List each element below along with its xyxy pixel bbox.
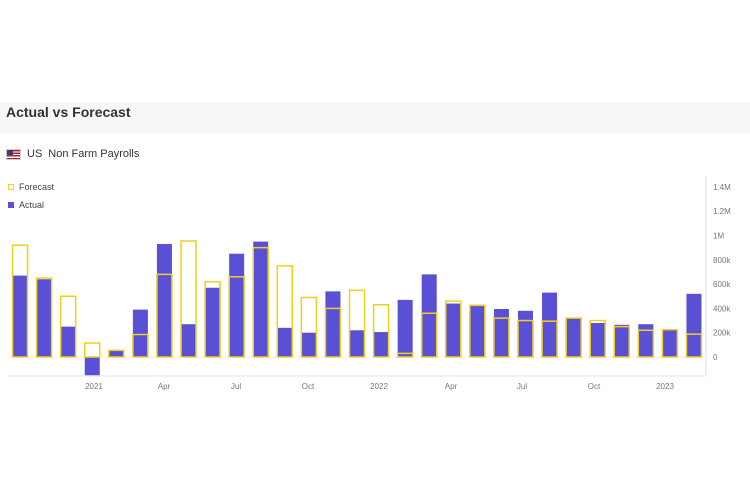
actual-bar xyxy=(397,299,413,357)
us-flag-icon xyxy=(6,148,21,160)
legend-label-forecast: Forecast xyxy=(19,182,55,192)
actual-bar xyxy=(662,329,678,357)
forecast-bar xyxy=(445,300,462,358)
actual-bar xyxy=(60,326,76,357)
forecast-bar xyxy=(372,304,390,358)
forecast-bar xyxy=(300,296,318,358)
forecast-bar xyxy=(59,295,77,358)
forecast-bar xyxy=(348,289,366,358)
x-tick-label: Oct xyxy=(302,382,315,391)
actual-bar xyxy=(205,287,221,357)
forecast-bar xyxy=(35,277,53,358)
forecast-bar xyxy=(589,319,606,358)
actual-bar xyxy=(12,275,28,357)
forecast-bar xyxy=(685,333,703,358)
actual-bar xyxy=(84,357,100,376)
x-tick-label: 2022 xyxy=(370,382,388,391)
forecast-bar xyxy=(565,317,582,358)
forecast-bar xyxy=(11,244,29,358)
forecast-bar xyxy=(324,307,342,358)
forecast-bar xyxy=(541,320,558,358)
actual-bar xyxy=(325,291,341,357)
actual-bar xyxy=(469,304,485,357)
y-tick-label: 1.4M xyxy=(713,183,731,192)
actual-bar xyxy=(566,318,582,357)
forecast-bar xyxy=(613,325,631,358)
actual-bar xyxy=(517,310,533,357)
actual-bar xyxy=(301,332,317,357)
actual-bar xyxy=(36,279,52,357)
legend-item-actual[interactable]: Actual xyxy=(8,198,54,212)
actual-swatch-icon xyxy=(8,202,14,208)
x-tick-label: Oct xyxy=(588,382,601,391)
forecast-bar xyxy=(83,342,101,358)
forecast-bar xyxy=(661,328,679,358)
indicator-name: Non Farm Payrolls xyxy=(48,148,140,160)
forecast-bar xyxy=(469,304,486,358)
actual-bar xyxy=(132,309,148,357)
forecast-bar xyxy=(420,312,438,358)
y-tick-label: 200k xyxy=(713,329,731,338)
actual-bar xyxy=(493,309,509,357)
x-tick-label: 2021 xyxy=(85,382,103,391)
forecast-bar xyxy=(180,240,197,358)
country-label: US xyxy=(27,148,43,160)
actual-bar xyxy=(445,303,461,357)
legend-label-actual: Actual xyxy=(19,200,45,210)
actual-bar xyxy=(421,274,437,357)
y-tick-label: 1.2M xyxy=(713,207,731,216)
forecast-bar xyxy=(228,276,245,358)
y-tick-label: 1M xyxy=(713,232,724,241)
x-tick-label: Apr xyxy=(445,382,458,391)
actual-bar xyxy=(108,350,124,357)
y-tick-label: 800k xyxy=(713,256,731,265)
x-tick-label: Apr xyxy=(158,382,171,391)
actual-bar xyxy=(156,244,172,357)
actual-bar xyxy=(638,324,654,357)
forecast-bar xyxy=(204,280,221,358)
header-band xyxy=(0,102,750,134)
legend-item-forecast[interactable]: Forecast xyxy=(8,180,54,194)
forecast-bar xyxy=(156,273,173,358)
actual-bar xyxy=(349,330,365,357)
forecast-bar xyxy=(276,265,294,358)
indicator-row: US Non Farm Payrolls xyxy=(6,146,139,162)
y-tick-label: 400k xyxy=(713,304,731,313)
actual-bar xyxy=(590,322,606,357)
actual-bar xyxy=(253,241,269,357)
x-tick-label: Jul xyxy=(231,382,241,391)
forecast-bar xyxy=(517,319,534,358)
actual-bar xyxy=(229,253,245,357)
y-tick-label: 0 xyxy=(713,353,718,362)
actual-bar xyxy=(686,293,702,357)
forecast-bar xyxy=(493,317,510,358)
x-tick-label: Jul xyxy=(517,382,527,391)
forecast-bar xyxy=(252,246,269,358)
forecast-swatch-icon xyxy=(8,184,14,190)
actual-bar xyxy=(277,327,293,357)
forecast-bar xyxy=(132,333,149,358)
actual-bar xyxy=(373,332,389,357)
forecast-bar xyxy=(637,329,655,358)
forecast-bar xyxy=(396,352,414,358)
actual-bar xyxy=(181,324,197,357)
actual-bar xyxy=(614,324,630,357)
forecast-bar xyxy=(108,349,125,358)
actual-bar xyxy=(542,292,558,357)
y-tick-label: 600k xyxy=(713,280,731,289)
x-tick-label: 2023 xyxy=(656,382,674,391)
chart-legend: Forecast Actual xyxy=(8,180,54,216)
page-title: Actual vs Forecast xyxy=(6,104,131,120)
